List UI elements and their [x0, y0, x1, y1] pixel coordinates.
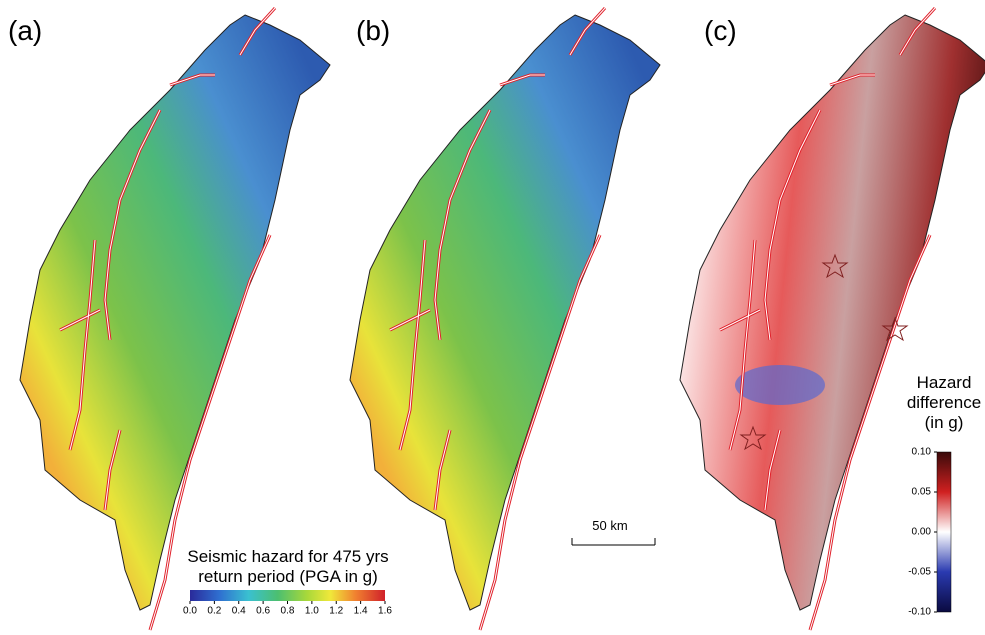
tick-label: 0.4 — [232, 606, 246, 617]
figure: 50 km (a) (b) (c) Seismic hazard for 475 yr… — [0, 0, 985, 635]
colorbar-title: difference — [907, 393, 981, 412]
tick-label: 0.0 — [183, 606, 197, 617]
colorbar-title: return period (PGA in g) — [198, 567, 378, 586]
tick-label: 0.8 — [281, 606, 295, 617]
tick-label: 0.00 — [912, 527, 932, 538]
tick-label: 1.2 — [329, 606, 343, 617]
panel-label: (b) — [356, 15, 390, 46]
tick-label: -0.05 — [908, 567, 931, 578]
tick-label: 0.2 — [207, 606, 221, 617]
colorbar — [190, 590, 385, 601]
map-a — [20, 8, 330, 630]
colorbar-title: (in g) — [925, 413, 964, 432]
panel-label: (c) — [704, 15, 737, 46]
tick-label: 1.0 — [305, 606, 319, 617]
scale-label: 50 km — [592, 518, 627, 533]
tick-label: 1.4 — [354, 606, 368, 617]
tick-label: 0.6 — [256, 606, 270, 617]
tick-label: 0.10 — [912, 447, 932, 458]
colorbar-title: Hazard — [917, 373, 972, 392]
colorbar — [937, 452, 951, 612]
panel-label: (a) — [8, 15, 42, 46]
tick-label: 0.05 — [912, 487, 932, 498]
tick-label: -0.10 — [908, 607, 931, 618]
colorbar-title: Seismic hazard for 475 yrs — [187, 547, 388, 566]
map-b — [350, 8, 660, 630]
tick-label: 1.6 — [378, 606, 392, 617]
